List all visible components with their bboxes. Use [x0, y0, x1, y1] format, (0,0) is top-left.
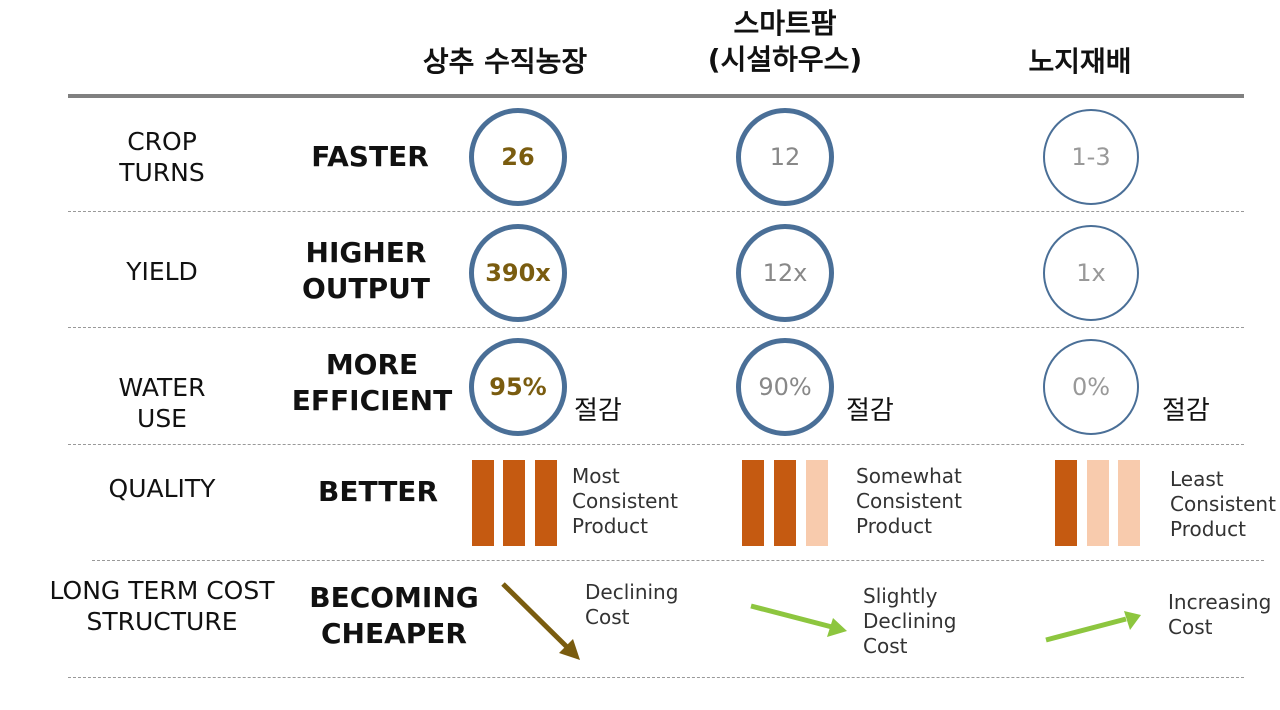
- row-divider: [68, 677, 1244, 678]
- benefit-line: BETTER: [318, 475, 438, 508]
- quality-bar: [1055, 460, 1077, 546]
- quality-description-line: Product: [572, 514, 648, 538]
- value-text: 1x: [1076, 259, 1106, 287]
- quality-bar: [774, 460, 796, 546]
- row-divider: [68, 327, 1244, 328]
- row-label-line: USE: [137, 404, 187, 433]
- value-circle-openfield: 1-3: [1043, 109, 1139, 205]
- quality-description: Most Consistent Product: [572, 464, 678, 539]
- value-text: 0%: [1071, 373, 1111, 401]
- row-divider: [92, 560, 1264, 561]
- value-circle-vertical: 95%: [469, 338, 567, 436]
- increasing-arrow-icon: [1045, 611, 1141, 643]
- quality-description: Somewhat Consistent Product: [856, 464, 962, 539]
- saving-label: 절감: [574, 396, 622, 426]
- quality-description-line: Most: [572, 464, 620, 488]
- row-label-water-use: WATER USE: [52, 372, 272, 434]
- quality-description: Least Consistent Product: [1170, 467, 1276, 542]
- value-text: 95%: [489, 373, 547, 401]
- row-label-line: WATER: [118, 373, 206, 402]
- benefit-line: CHEAPER: [321, 617, 467, 650]
- value-circle-smartfarm: 12x: [736, 224, 834, 322]
- benefit-line: HIGHER: [305, 236, 427, 269]
- quality-bar: [1118, 460, 1140, 546]
- row-label-line: QUALITY: [108, 474, 216, 503]
- column-header-smart-farm: 스마트팜 (시설하우스): [680, 6, 890, 78]
- slightly-declining-arrow-icon: [750, 603, 847, 637]
- quality-description-line: Product: [856, 514, 932, 538]
- benefit-more-efficient: MORE EFFICIENT: [262, 347, 482, 419]
- cost-description-line: Declining: [585, 580, 679, 604]
- benefit-line: OUTPUT: [302, 272, 430, 305]
- benefit-line: BECOMING: [309, 581, 479, 614]
- row-label-line: YIELD: [126, 257, 198, 286]
- column-header-smart-farm-line2: (시설하우스): [707, 43, 863, 76]
- value-text: 26: [501, 143, 535, 171]
- row-label-cost-structure: LONG TERM COST STRUCTURE: [22, 575, 302, 637]
- row-divider: [68, 211, 1244, 212]
- value-circle-openfield: 1x: [1043, 225, 1139, 321]
- row-label-line: LONG TERM COST: [49, 576, 275, 605]
- quality-bar: [1087, 460, 1109, 546]
- row-label-crop-turns: CROP TURNS: [52, 126, 272, 188]
- quality-bar: [742, 460, 764, 546]
- quality-description-line: Least: [1170, 467, 1224, 491]
- column-header-smart-farm-line1: 스마트팜: [733, 7, 837, 40]
- cost-description-line: Slightly: [863, 584, 938, 608]
- quality-description-line: Somewhat: [856, 464, 962, 488]
- value-text: 12: [769, 143, 801, 171]
- quality-description-line: Product: [1170, 517, 1246, 541]
- row-label-line: STRUCTURE: [86, 607, 238, 636]
- quality-description-line: Consistent: [572, 489, 678, 513]
- column-header-vertical-farm: 상추 수직농장: [422, 45, 588, 78]
- value-text: 90%: [758, 373, 812, 401]
- row-label-line: CROP: [127, 127, 197, 156]
- benefit-better: BETTER: [278, 474, 478, 510]
- quality-description-line: Consistent: [856, 489, 962, 513]
- value-circle-openfield: 0%: [1043, 339, 1139, 435]
- cost-description: Increasing Cost: [1168, 590, 1271, 640]
- value-circle-smartfarm: 90%: [736, 338, 834, 436]
- cost-description-line: Increasing: [1168, 590, 1272, 614]
- cost-description-line: Cost: [863, 634, 908, 658]
- row-label-quality: QUALITY: [52, 473, 272, 504]
- value-text: 390x: [485, 259, 551, 287]
- benefit-line: FASTER: [311, 140, 429, 173]
- row-label-line: TURNS: [119, 158, 205, 187]
- row-label-yield: YIELD: [52, 256, 272, 287]
- saving-label: 절감: [846, 396, 894, 426]
- benefit-line: EFFICIENT: [291, 384, 453, 417]
- declining-arrow-icon: [501, 582, 580, 660]
- benefit-becoming-cheaper: BECOMING CHEAPER: [294, 580, 494, 652]
- value-text: 1-3: [1071, 143, 1111, 171]
- quality-bar: [503, 460, 525, 546]
- cost-description: Declining Cost: [585, 580, 678, 630]
- column-header-open-field: 노지재배: [1028, 45, 1132, 78]
- benefit-line: MORE: [325, 348, 419, 381]
- value-circle-smartfarm: 12: [736, 108, 834, 206]
- quality-bar: [806, 460, 828, 546]
- quality-bar: [535, 460, 557, 546]
- cost-description-line: Declining: [863, 609, 957, 633]
- saving-label: 절감: [1162, 396, 1210, 426]
- row-divider: [68, 444, 1244, 445]
- cost-description-line: Cost: [585, 605, 630, 629]
- value-circle-vertical: 390x: [469, 224, 567, 322]
- header-rule: [68, 94, 1244, 98]
- cost-description: Slightly Declining Cost: [863, 584, 956, 659]
- value-circle-vertical: 26: [469, 108, 567, 206]
- value-text: 12x: [762, 259, 808, 287]
- cost-description-line: Cost: [1168, 615, 1213, 639]
- benefit-faster: FASTER: [270, 139, 470, 175]
- quality-bar: [472, 460, 494, 546]
- benefit-higher-output: HIGHER OUTPUT: [266, 235, 466, 307]
- quality-description-line: Consistent: [1170, 492, 1276, 516]
